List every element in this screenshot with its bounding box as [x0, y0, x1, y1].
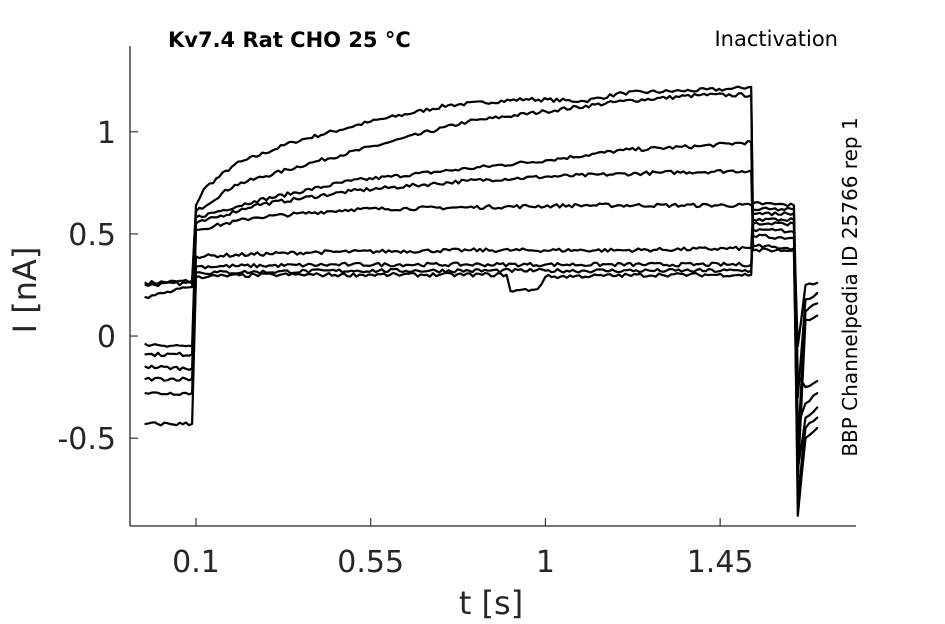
current-traces — [144, 85, 819, 517]
current-trace-1 — [144, 85, 819, 348]
x-axis-label: t [s] — [459, 584, 523, 622]
y-tick-label: 0 — [97, 320, 116, 355]
x-tick-label: 1.45 — [687, 545, 754, 580]
y-ticks: -0.5 0 0.5 1 — [57, 116, 138, 457]
chart-title: Kv7.4 Rat CHO 25 °C — [168, 28, 411, 52]
x-tick-label: 0.55 — [337, 545, 404, 580]
axes — [129, 46, 856, 527]
current-trace-8 — [144, 217, 819, 501]
x-ticks: 0.1 0.55 1 1.45 — [172, 518, 754, 580]
y-tick-label: 0.5 — [68, 218, 116, 253]
current-trace-3 — [144, 139, 819, 450]
source-label: BBP Channelpedia ID 25766 rep 1 — [838, 117, 862, 456]
x-tick-label: 0.1 — [172, 545, 220, 580]
current-trace-5 — [144, 201, 819, 389]
y-tick-label: -0.5 — [57, 422, 116, 457]
y-axis-label: I [nA] — [6, 247, 44, 334]
current-trace-7 — [144, 211, 819, 470]
current-trace-9 — [144, 221, 819, 517]
protocol-label: Inactivation — [714, 27, 838, 51]
x-tick-label: 1 — [536, 545, 555, 580]
current-trace-4 — [144, 169, 819, 481]
current-trace-2 — [144, 92, 819, 399]
current-trace-6 — [144, 206, 819, 430]
y-tick-label: 1 — [97, 116, 116, 151]
